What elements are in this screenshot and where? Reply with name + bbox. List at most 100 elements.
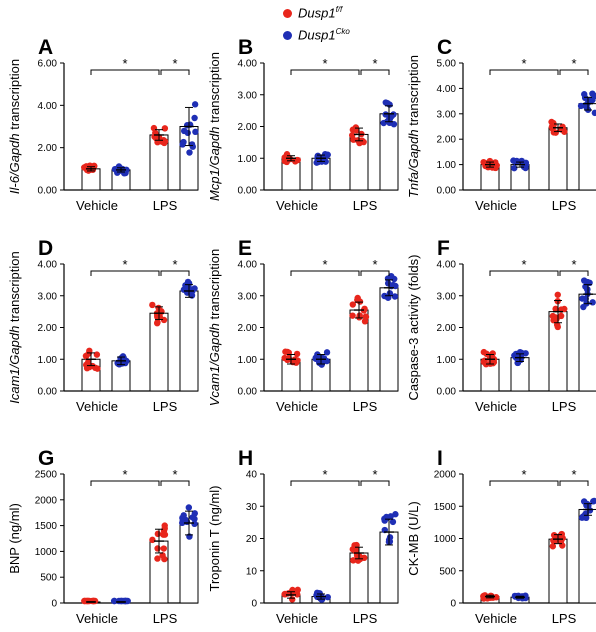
significance-label: * bbox=[521, 467, 526, 482]
significance-label: * bbox=[322, 257, 327, 272]
x-category-label: Vehicle bbox=[76, 399, 118, 414]
y-tick-label: 1000 bbox=[434, 534, 457, 545]
y-tick-label: 1.00 bbox=[38, 355, 58, 366]
data-point bbox=[154, 530, 162, 538]
panel-B: 0.00 1.00 2.00 3.00 4.00 Mcp1/Gapdh transcrip… bbox=[207, 36, 399, 213]
significance-label: * bbox=[372, 56, 377, 71]
data-point bbox=[549, 543, 557, 550]
data-point bbox=[154, 555, 161, 562]
y-tick-label: 4.00 bbox=[437, 84, 457, 95]
data-point bbox=[581, 94, 589, 102]
significance-label: * bbox=[322, 467, 327, 482]
legend-swatch-ko bbox=[283, 30, 292, 40]
data-point bbox=[160, 545, 168, 552]
y-tick-label: 2.00 bbox=[38, 143, 58, 154]
x-category-label: LPS bbox=[552, 198, 577, 213]
data-point bbox=[550, 129, 557, 136]
data-point bbox=[154, 545, 161, 552]
y-tick-label: 0.00 bbox=[238, 186, 258, 197]
data-point bbox=[389, 518, 397, 526]
significance-bracket bbox=[290, 480, 360, 486]
significance-label: * bbox=[172, 56, 177, 71]
data-point bbox=[349, 312, 356, 319]
significance-label: * bbox=[172, 467, 177, 482]
y-tick-label: 2.00 bbox=[238, 122, 258, 133]
panel-letter: E bbox=[238, 237, 252, 260]
y-tick-label: 3.00 bbox=[238, 291, 258, 302]
significance-bracket bbox=[90, 270, 160, 276]
y-tick-label: 4.00 bbox=[437, 260, 457, 271]
significance-bracket bbox=[360, 270, 390, 276]
y-axis-label: Tnfa/Gapdh transcription bbox=[406, 55, 421, 198]
legend: Dusp1f/f Dusp1Cko bbox=[283, 2, 350, 46]
y-tick-label: 1500 bbox=[35, 521, 58, 532]
bar bbox=[548, 127, 568, 191]
y-tick-label: 2.00 bbox=[437, 135, 457, 146]
data-point bbox=[390, 120, 398, 128]
bar bbox=[379, 287, 399, 392]
significance-bracket bbox=[160, 69, 190, 75]
data-point bbox=[513, 158, 520, 165]
x-category-label: Vehicle bbox=[475, 399, 517, 414]
significance-bracket bbox=[489, 270, 559, 276]
y-tick-label: 500 bbox=[40, 573, 57, 584]
legend-label-wt: Dusp1f/f bbox=[298, 5, 343, 21]
data-point bbox=[313, 589, 321, 597]
significance-label: * bbox=[372, 467, 377, 482]
data-point bbox=[350, 557, 357, 564]
data-point bbox=[353, 127, 360, 134]
y-tick-label: 3.00 bbox=[437, 109, 457, 120]
y-tick-label: 0.00 bbox=[437, 387, 457, 398]
x-category-label: Vehicle bbox=[276, 198, 318, 213]
legend-item-ko: Dusp1Cko bbox=[283, 24, 350, 46]
x-category-label: LPS bbox=[552, 611, 577, 626]
y-tick-label: 0 bbox=[450, 599, 456, 610]
y-tick-label: 4.00 bbox=[238, 59, 258, 70]
legend-item-wt: Dusp1f/f bbox=[283, 2, 350, 24]
data-point bbox=[161, 531, 169, 538]
x-category-label: LPS bbox=[353, 198, 378, 213]
panel-letter: H bbox=[238, 447, 253, 470]
data-point bbox=[583, 514, 590, 522]
significance-bracket bbox=[90, 480, 160, 486]
y-tick-label: 0 bbox=[251, 599, 257, 610]
significance-bracket bbox=[160, 270, 190, 276]
significance-bracket bbox=[290, 270, 360, 276]
significance-label: * bbox=[322, 56, 327, 71]
x-category-label: Vehicle bbox=[475, 198, 517, 213]
data-point bbox=[384, 99, 391, 107]
data-point bbox=[186, 149, 193, 156]
data-point bbox=[84, 597, 92, 605]
data-point bbox=[323, 349, 331, 356]
significance-bracket bbox=[559, 69, 589, 75]
y-tick-label: 40 bbox=[246, 470, 258, 481]
data-point bbox=[550, 121, 557, 129]
y-axis-label: Vcam1/Gapdh transcription bbox=[207, 249, 222, 407]
data-point bbox=[557, 312, 565, 320]
data-point bbox=[92, 364, 99, 372]
significance-label: * bbox=[372, 257, 377, 272]
data-point bbox=[154, 319, 161, 327]
data-point bbox=[180, 512, 187, 519]
panel-letter: G bbox=[38, 447, 54, 470]
panel-I: 0 500 1000 1500 2000 CK-MB (U/L) I Vehicle LPS * * bbox=[406, 447, 596, 626]
x-category-label: LPS bbox=[153, 198, 178, 213]
data-point bbox=[149, 301, 156, 309]
x-category-label: Vehicle bbox=[475, 611, 517, 626]
panel-letter: D bbox=[38, 237, 53, 260]
data-point bbox=[179, 141, 186, 148]
y-tick-label: 1.00 bbox=[437, 160, 457, 171]
y-axis-label: Mcp1/Gapdh transcription bbox=[207, 52, 222, 201]
y-tick-label: 5.00 bbox=[437, 59, 457, 70]
data-point bbox=[159, 552, 166, 559]
data-point bbox=[292, 158, 299, 165]
y-axis-label: CK-MB (U/L) bbox=[406, 501, 421, 575]
y-tick-label: 0.00 bbox=[238, 387, 258, 398]
data-point bbox=[289, 596, 296, 603]
y-axis-label: Troponin T (ng/ml) bbox=[207, 486, 222, 592]
y-tick-label: 1.00 bbox=[238, 355, 258, 366]
significance-label: * bbox=[571, 467, 576, 482]
y-axis-label: Il-6/Gapdh transcription bbox=[7, 59, 22, 194]
y-tick-label: 500 bbox=[439, 566, 456, 577]
